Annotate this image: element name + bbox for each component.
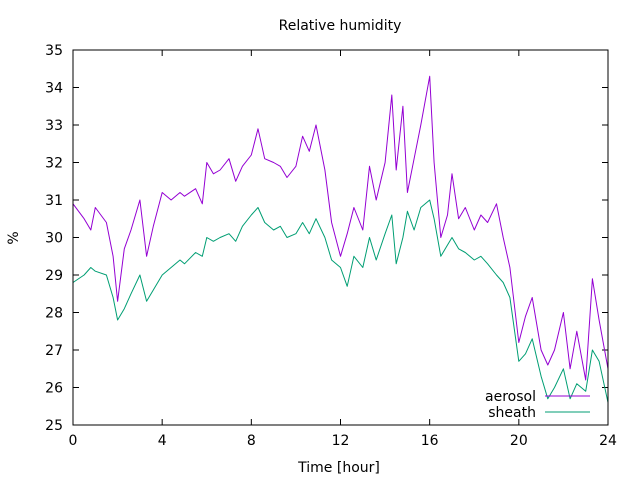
y-tick-label: 28 <box>45 306 63 322</box>
y-tick-label: 26 <box>45 381 63 397</box>
x-tick-label: 24 <box>599 433 617 449</box>
y-tick-label: 31 <box>45 193 63 209</box>
x-axis: 0 4 8 12 16 20 24 <box>69 50 617 449</box>
y-tick-label: 33 <box>45 118 63 134</box>
series-line-aerosol <box>72 75 609 381</box>
y-tick-label: 35 <box>45 43 63 59</box>
legend-label-aerosol: aerosol <box>485 389 536 405</box>
x-axis-label: Time [hour] <box>297 460 380 476</box>
y-axis: 25 26 27 28 29 30 31 32 33 34 35 <box>45 43 608 434</box>
series-line-sheath <box>72 199 609 403</box>
y-tick-label: 30 <box>45 231 63 247</box>
x-tick-label: 4 <box>158 433 167 449</box>
plot-frame <box>72 49 609 426</box>
y-axis-label: % <box>6 231 22 244</box>
x-tick-label: 16 <box>421 433 439 449</box>
x-tick-label: 8 <box>247 433 256 449</box>
x-tick-label: 12 <box>332 433 350 449</box>
y-tick-label: 34 <box>45 81 63 97</box>
x-tick-label: 20 <box>510 433 528 449</box>
y-tick-label: 25 <box>45 418 63 434</box>
x-tick-label: 0 <box>69 433 78 449</box>
y-tick-label: 29 <box>45 268 63 284</box>
y-tick-label: 27 <box>45 343 63 359</box>
chart-title: Relative humidity <box>279 18 402 34</box>
series-layer <box>72 75 609 403</box>
y-tick-label: 32 <box>45 156 63 172</box>
legend-label-sheath: sheath <box>488 405 536 421</box>
